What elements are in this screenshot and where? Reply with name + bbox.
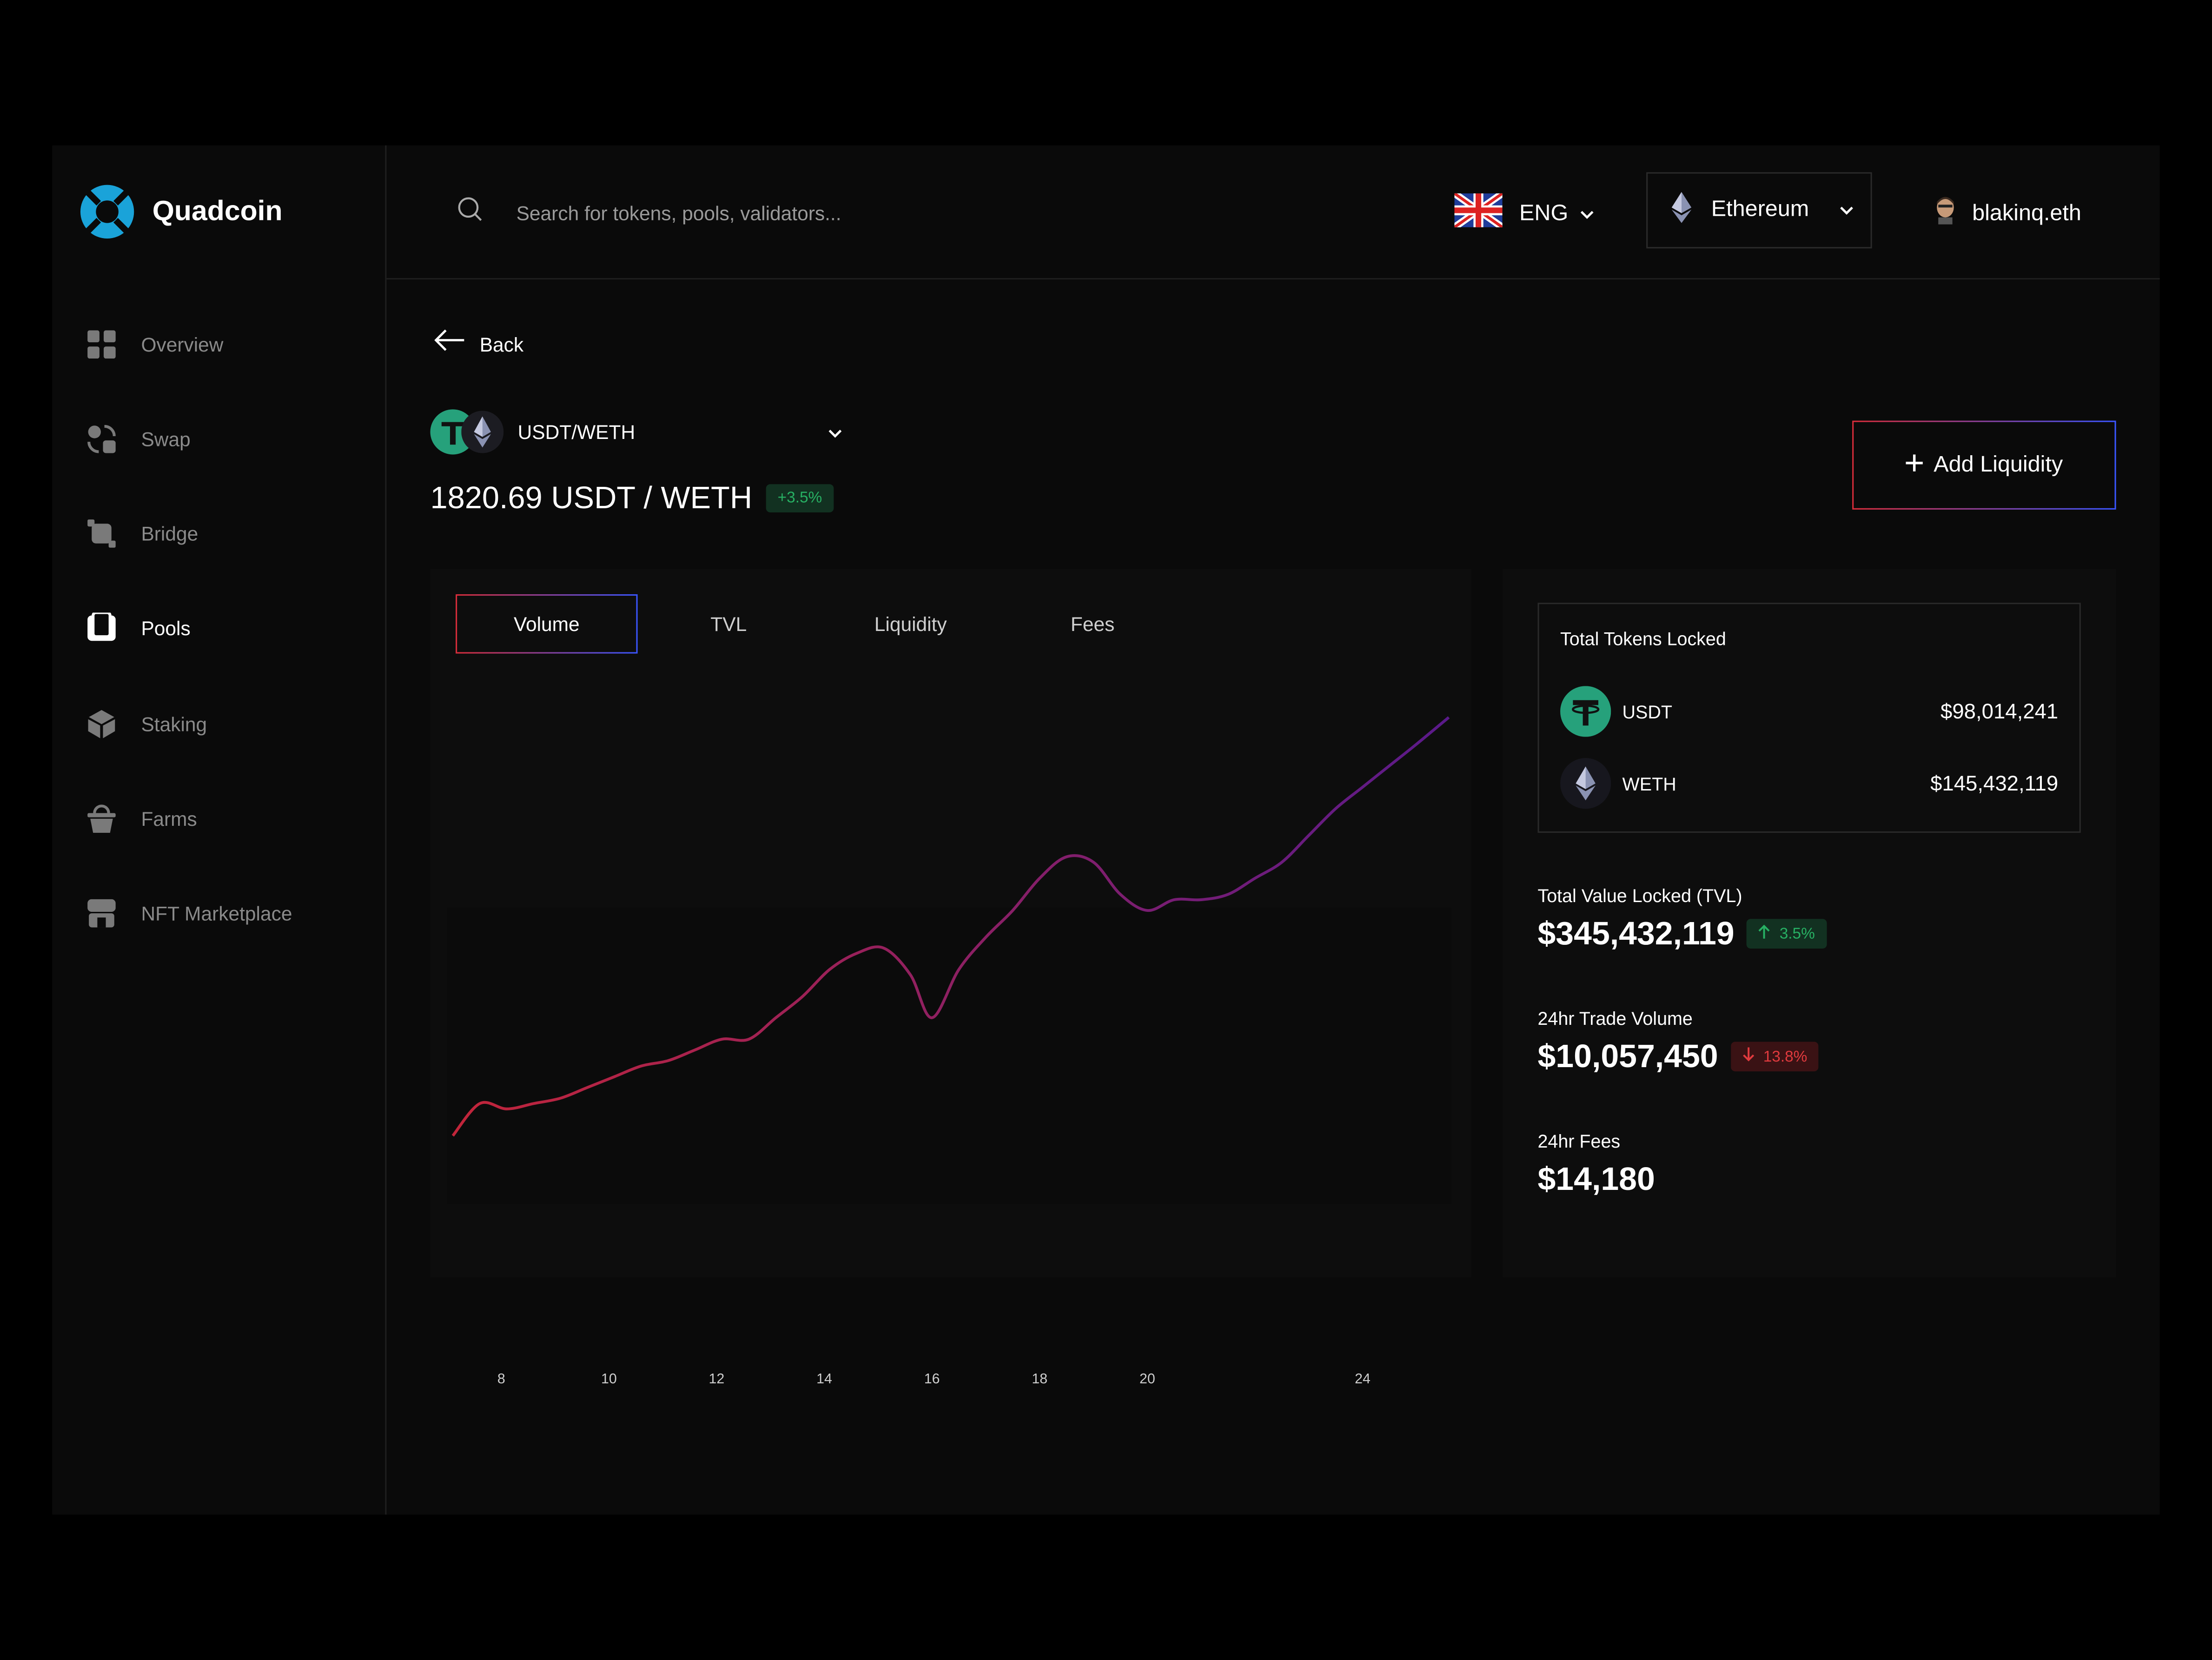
sidebar-item-label: Bridge	[141, 522, 199, 545]
sidebar-item-label: Swap	[141, 427, 191, 451]
top-bar: ENG Ethereum	[386, 146, 2160, 280]
uk-flag-icon	[1452, 190, 1505, 234]
user-menu[interactable]: blakinq.eth	[1935, 196, 2081, 232]
chevron-down-icon	[1580, 201, 1594, 227]
sidebar-item-label: Pools	[141, 617, 191, 640]
total-tokens-locked-panel: Total Tokens Locked USDT $98,014,241	[1537, 603, 2081, 833]
tvl-change-badge: 3.5%	[1747, 919, 1827, 949]
chevron-down-icon	[1840, 198, 1854, 223]
add-liquidity-button[interactable]: Add Liquidity	[1852, 421, 2116, 510]
sidebar-item-staking[interactable]: Staking	[86, 707, 207, 741]
grid-icon	[86, 329, 117, 360]
pair-name: USDT/WETH	[517, 420, 636, 444]
arrow-down-icon	[1742, 1047, 1755, 1065]
tvl-label: Total Value Locked (TVL)	[1537, 885, 1742, 906]
tvl-row: $345,432,119 3.5%	[1537, 915, 1827, 953]
x-tick-label: 18	[1032, 1372, 1048, 1388]
sidebar-item-farms[interactable]: Farms	[86, 802, 197, 836]
quadcoin-logo-icon	[79, 184, 135, 240]
pools-icon	[86, 612, 117, 644]
sidebar-item-label: Farms	[141, 807, 197, 830]
sidebar-item-swap[interactable]: Swap	[86, 422, 191, 456]
sidebar-item-nft-marketplace[interactable]: NFT Marketplace	[86, 896, 292, 930]
basket-icon	[86, 803, 117, 834]
tvl-value: $345,432,119	[1537, 915, 1735, 952]
sidebar-item-bridge[interactable]: Bridge	[86, 517, 198, 551]
tab-fees[interactable]: Fees	[1070, 612, 1115, 636]
tab-liquidity[interactable]: Liquidity	[874, 612, 947, 636]
price-change-badge: +3.5%	[766, 484, 834, 512]
chart-plot-area	[447, 907, 1452, 1204]
tether-icon	[430, 408, 476, 456]
chart-series-line	[451, 716, 1450, 1137]
sidebar-item-pools[interactable]: Pools	[86, 611, 191, 645]
x-tick-label: 10	[601, 1372, 617, 1388]
network-label: Ethereum	[1711, 197, 1809, 222]
sidebar-item-label: NFT Marketplace	[141, 902, 292, 925]
search-icon	[457, 196, 483, 229]
language-selector[interactable]: ENG	[1452, 190, 1594, 234]
ethereum-icon	[1560, 758, 1611, 809]
search-bar[interactable]	[457, 196, 942, 229]
sidebar-item-overview[interactable]: Overview	[86, 327, 224, 361]
username: blakinq.eth	[1972, 201, 2081, 226]
cube-icon	[86, 709, 117, 740]
ethereum-icon	[461, 408, 504, 456]
token-value: $98,014,241	[1940, 699, 2059, 724]
arrow-up-icon	[1758, 924, 1771, 943]
logo[interactable]: Quadcoin	[79, 184, 283, 240]
x-tick-label: 16	[924, 1372, 940, 1388]
volume-label: 24hr Trade Volume	[1537, 1008, 1693, 1029]
x-tick-label: 20	[1139, 1372, 1155, 1388]
x-tick-label: 24	[1355, 1372, 1371, 1388]
back-button[interactable]: Back	[434, 329, 524, 359]
chevron-down-icon	[828, 421, 842, 446]
stats-card: Total Tokens Locked USDT $98,014,241	[1502, 569, 2116, 1278]
sidebar-item-label: Overview	[141, 333, 224, 356]
x-tick-label: 14	[816, 1372, 832, 1388]
app-window: Quadcoin Overview	[52, 145, 2160, 1515]
language-label: ENG	[1519, 201, 1569, 226]
store-icon	[86, 898, 117, 929]
token-value: $145,432,119	[1930, 771, 2059, 796]
avatar	[1935, 196, 1955, 232]
tvl-change-value: 3.5%	[1779, 925, 1815, 943]
token-row-weth: WETH $145,432,119	[1560, 758, 2058, 809]
sidebar-item-label: Staking	[141, 713, 207, 736]
chart-card: Volume TVL Liquidity Fees 8 10 12 14 16 18 20 2…	[430, 569, 1471, 1388]
fees-value: $14,180	[1537, 1160, 1655, 1197]
tether-icon	[1560, 686, 1611, 737]
volume-chart	[447, 716, 1452, 1204]
pair-price: 1820.69 USDT / WETH	[430, 480, 753, 516]
fees-row: $14,180	[1537, 1160, 1655, 1198]
app-name: Quadcoin	[152, 195, 283, 227]
plus-icon	[1905, 452, 1922, 478]
swap-icon	[86, 424, 117, 455]
arrow-left-icon	[434, 329, 466, 359]
x-tick-label: 12	[709, 1372, 725, 1388]
search-input[interactable]	[513, 199, 942, 226]
volume-change-value: 13.8%	[1763, 1048, 1808, 1065]
total-tokens-locked-label: Total Tokens Locked	[1560, 628, 1726, 650]
tab-volume[interactable]: Volume	[456, 594, 637, 653]
tab-tvl[interactable]: TVL	[710, 612, 747, 636]
pair-selector[interactable]: USDT/WETH	[430, 406, 842, 457]
ethereum-icon	[1671, 191, 1692, 229]
fees-label: 24hr Fees	[1537, 1130, 1621, 1152]
volume-value: $10,057,450	[1537, 1037, 1718, 1075]
volume-row: $10,057,450 13.8%	[1537, 1037, 1819, 1076]
token-symbol: WETH	[1622, 773, 1676, 794]
price-row: 1820.69 USDT / WETH +3.5%	[430, 480, 834, 517]
network-selector[interactable]: Ethereum	[1646, 172, 1872, 249]
volume-change-badge: 13.8%	[1730, 1042, 1819, 1072]
x-tick-label: 8	[497, 1372, 505, 1388]
token-symbol: USDT	[1622, 701, 1672, 722]
add-liquidity-label: Add Liquidity	[1934, 452, 2063, 477]
bridge-icon	[86, 518, 117, 549]
back-label: Back	[479, 332, 524, 355]
token-row-usdt: USDT $98,014,241	[1560, 686, 2058, 737]
sidebar: Quadcoin Overview	[52, 145, 387, 1515]
